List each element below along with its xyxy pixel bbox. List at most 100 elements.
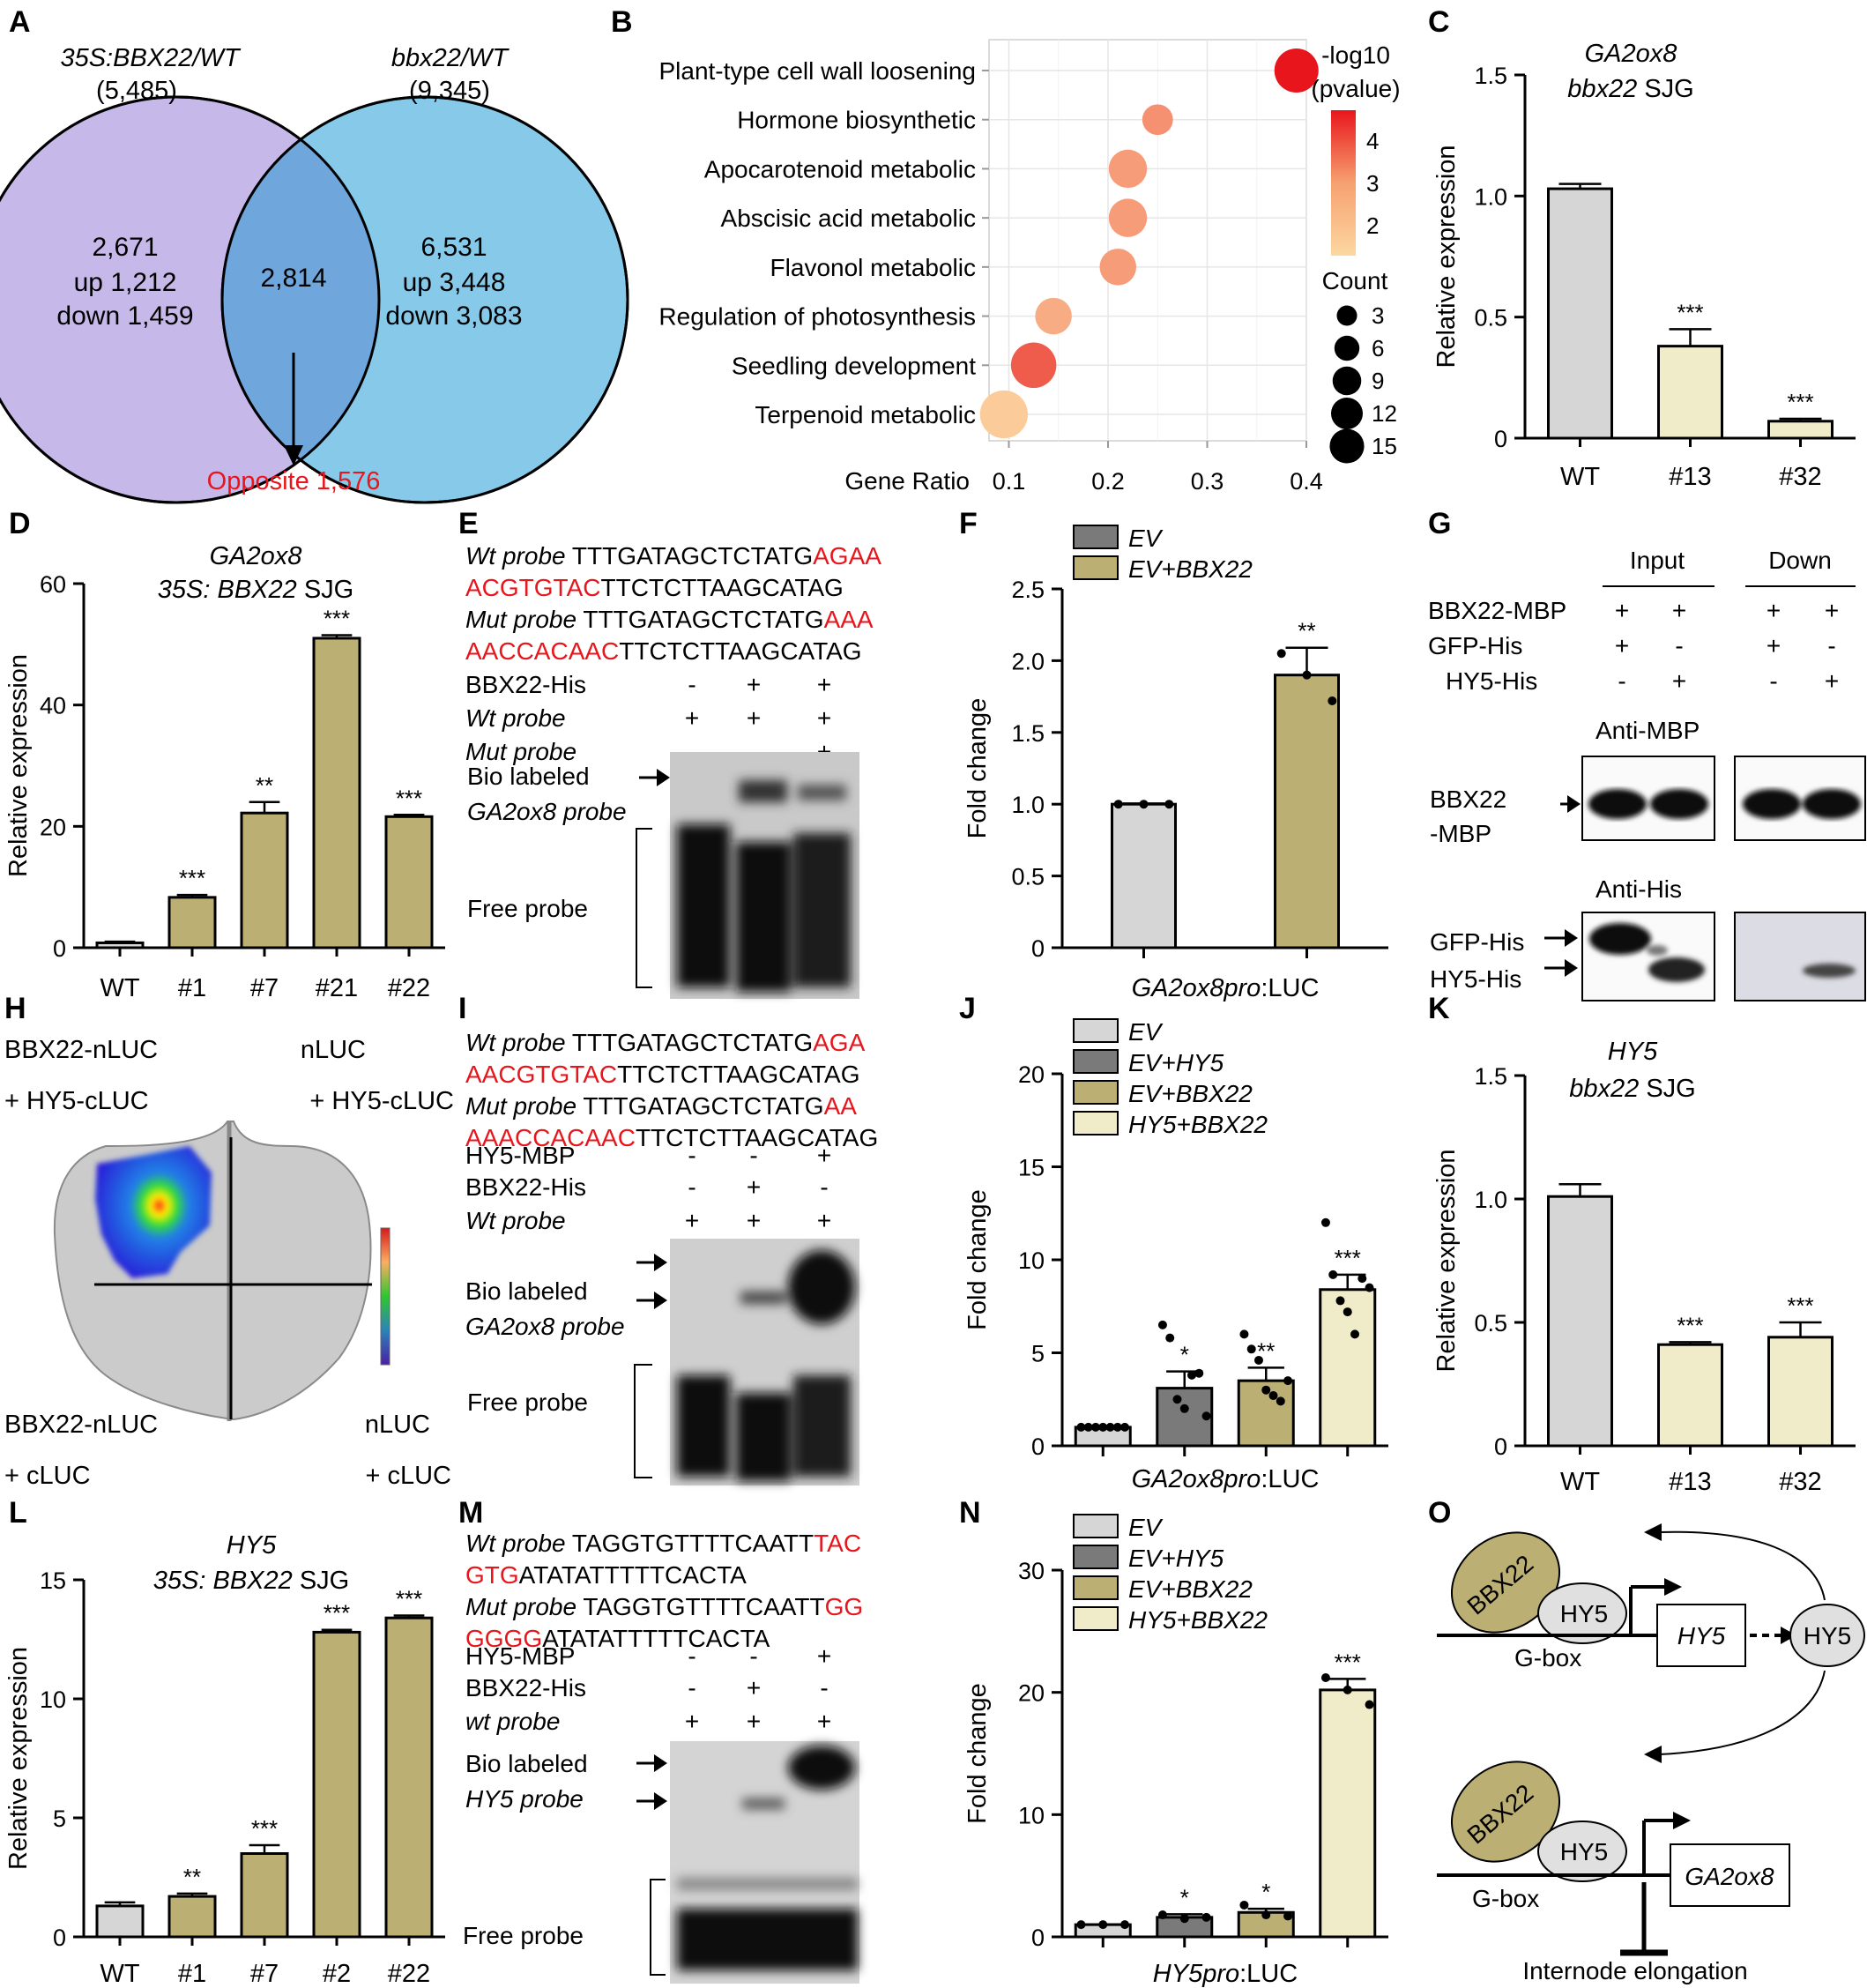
chart-n-point (1320, 1673, 1330, 1683)
chart-f-legend-swatch-1 (1073, 555, 1119, 580)
go-color-legend-title-1: -log10 (1321, 41, 1390, 69)
chart-j-xlabel: GA2ox8pro:LUC (1132, 1465, 1320, 1493)
chart-l-sig-4: *** (396, 1586, 422, 1612)
go-size-dot-0 (1336, 305, 1357, 326)
venn-right-total: (9,345) (409, 77, 490, 105)
svg-text:ACGTGTACTTCTCTTAAGCATAG: ACGTGTACTTCTCTTAAGCATAG (465, 574, 844, 601)
chart-j-point (1365, 1283, 1374, 1292)
chart-l-bar-0 (95, 1904, 145, 1939)
chart-d-sig-3: *** (324, 606, 350, 632)
pulldown-band-gfp: GFP-His (1430, 928, 1524, 956)
chart-f-ytick-label: 1.5 (1011, 720, 1045, 747)
chart-n-point (1098, 1920, 1108, 1930)
lci-bl-2: + cLUC (4, 1462, 91, 1490)
chart-l-ytick-label: 5 (53, 1806, 66, 1832)
chart-j-legend-label-3: HY5+BBX22 (1128, 1111, 1268, 1138)
go-term-label-4: Flavonol metabolic (770, 254, 976, 281)
venn-opposite-label: Opposite 1,576 (207, 467, 381, 495)
emsa-m: Wt probe TAGGTGTTTTCAATTTAC GTGATATATTTT… (463, 1530, 863, 1984)
svg-text:Mut probe TTTGATAGCTCTATGAA: Mut probe TTTGATAGCTCTATGAA (465, 1092, 857, 1120)
chart-j-legend-label-2: EV+BBX22 (1128, 1080, 1253, 1107)
go-dot-2 (1108, 149, 1148, 189)
pulldown-anti-mbp: Anti-MBP (1596, 717, 1700, 744)
emsa-i-mark-2-1: + (747, 1207, 761, 1234)
chart-c-bar-1 (1657, 345, 1723, 440)
chart-j-ytick-label: 10 (1018, 1247, 1045, 1274)
chart-k-ytick-label: 1.0 (1474, 1187, 1507, 1213)
go-size-dot-3 (1330, 397, 1364, 430)
chart-n-legend-swatch-3 (1073, 1606, 1119, 1631)
emsa-e-mark-2-1: - (749, 738, 757, 765)
emsa-i-mark-2-2: + (817, 1207, 831, 1234)
chart-c-xtick-label-1: #13 (1669, 463, 1711, 491)
go-term-label-6: Seedling development (732, 352, 976, 379)
bar-chart-k: 0 0.5 1.0 1.5 Relative expression HY5 bbx22 SJ… (1432, 1038, 1856, 1496)
chart-f-bar-0 (1111, 802, 1177, 949)
emsa-m-row3-label: wt probe (465, 1708, 560, 1735)
pulldown-mark-1-1: - (1675, 632, 1683, 659)
chart-n-ytick-label: 20 (1018, 1680, 1045, 1707)
chart-l-xtick-label-4: #22 (388, 1960, 430, 1988)
chart-n-point (1076, 1920, 1086, 1930)
panel-letter-j: J (959, 992, 976, 1025)
chart-f-point (1302, 670, 1312, 680)
svg-text:Mut probe TAGGTGTTTTCAATTGG: Mut probe TAGGTGTTTTCAATTGG (465, 1593, 863, 1620)
chart-j-point (1187, 1370, 1197, 1380)
go-size-label-1: 6 (1372, 335, 1384, 361)
chart-n-legend-label-3: HY5+BBX22 (1128, 1606, 1268, 1634)
chart-j-point (1253, 1355, 1263, 1365)
model-hy5-free (1789, 1604, 1865, 1667)
bar-chart-l: 0 5 10 15 Relative expression HY5 35S: BBX22 S… (4, 1531, 445, 1988)
svg-text:GA2ox8: GA2ox8 (1685, 1863, 1774, 1890)
chart-d-xtick-label-1: #1 (178, 974, 206, 1002)
emsa-m-mark-0-2: + (817, 1642, 831, 1670)
emsa-m-mark-0-0: - (688, 1642, 695, 1670)
chart-d-bar-1 (167, 896, 217, 949)
pulldown-blot-his-input (1581, 912, 1715, 1001)
lci-tl-2: + HY5-cLUC (4, 1087, 149, 1115)
chart-j-point (1076, 1422, 1086, 1432)
venn-right-count: 6,531 (420, 233, 487, 262)
pulldown-mark-0-2: + (1767, 597, 1781, 624)
chart-c-title-1: bbx22 SJG (1567, 75, 1693, 103)
panel-letter-e: E (458, 507, 479, 540)
chart-k-ytick-label: 0.5 (1474, 1310, 1507, 1337)
emsa-e-mark-1-2: + (817, 704, 831, 732)
emsa-m-probe-label: HY5 probe (465, 1785, 584, 1813)
chart-l-ylabel: Relative expression (4, 1647, 33, 1870)
chart-f-ylabel: Fold change (963, 698, 992, 839)
chart-f-point (1113, 800, 1123, 809)
pulldown-band-mbp-1: BBX22 (1430, 786, 1506, 813)
chart-n-legend-swatch-0 (1073, 1514, 1119, 1538)
venn-left-count: 2,671 (92, 233, 158, 262)
venn-left-up: up 1,212 (74, 268, 177, 297)
chart-f-point (1164, 800, 1174, 809)
go-term-label-3: Abscisic acid metabolic (721, 205, 976, 232)
svg-text:AACGTGTACTTCTCTTAAGCATAG: AACGTGTACTTCTCTTAAGCATAG (465, 1061, 859, 1088)
chart-k-bar-2 (1767, 1336, 1834, 1448)
chart-k-xtick-label-2: #32 (1779, 1468, 1821, 1496)
chart-j-legend-swatch-3 (1073, 1111, 1119, 1135)
chart-l-title-0: HY5 (227, 1531, 277, 1560)
svg-text:Wt probe TTTGATAGCTCTATGAGAA: Wt probe TTTGATAGCTCTATGAGAA (465, 542, 881, 570)
chart-c-sig-1: *** (1677, 299, 1703, 325)
emsa-e-row2-label: Wt probe (465, 704, 566, 732)
emsa-e-bio-label: Bio labeled (467, 763, 590, 790)
go-size-dot-4 (1329, 428, 1365, 464)
go-color-tick-0: 4 (1366, 128, 1379, 154)
chart-f-ytick-label: 0 (1031, 935, 1045, 962)
chart-l-xtick-label-1: #1 (178, 1960, 206, 1988)
go-dot-1 (1142, 104, 1173, 136)
panel-letter-n: N (959, 1496, 981, 1530)
svg-text:Mut probe TTTGATAGCTCTATGAAA: Mut probe TTTGATAGCTCTATGAAA (465, 606, 874, 633)
emsa-i-probe-label: GA2ox8 probe (465, 1313, 625, 1340)
model-gbox-2: G-box (1472, 1885, 1539, 1912)
go-dot-7 (979, 390, 1029, 439)
chart-f-legend-label-0: EV (1128, 525, 1164, 552)
chart-n-legend-label-1: EV+HY5 (1128, 1545, 1224, 1572)
chart-d-ytick-label: 60 (40, 571, 66, 598)
chart-j-legend-label-0: EV (1128, 1018, 1164, 1046)
chart-l-sig-3: *** (324, 1600, 350, 1627)
